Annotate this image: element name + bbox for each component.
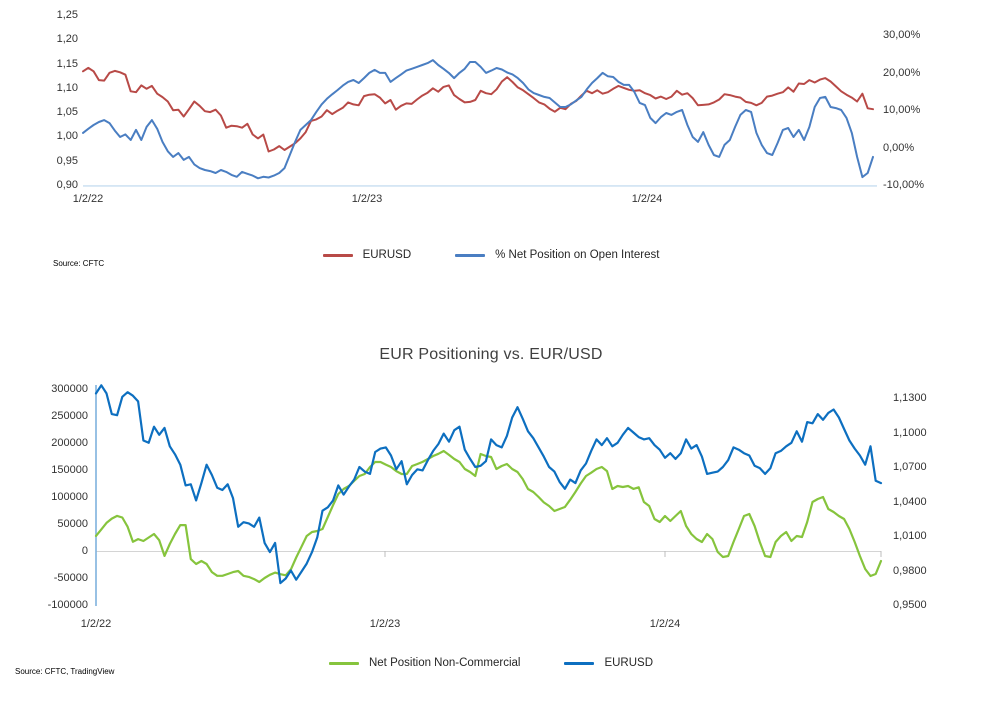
legend-dash-icon [564, 661, 595, 665]
legend-dash-icon [328, 661, 359, 665]
chart2-axis-line [384, 551, 386, 557]
chart2-axis-line [96, 551, 881, 552]
y-right-tick-label: 0,9500 [893, 599, 927, 611]
y-right-tick-label: 10,00% [883, 104, 921, 116]
chart2-axis-line [880, 551, 882, 557]
y-right-tick-label: 1,0100 [893, 530, 927, 542]
legend-dash-icon [455, 253, 486, 257]
y-left-tick-label: 1,10 [56, 81, 78, 94]
y-left-tick-label: 1,05 [56, 106, 78, 119]
legend-item-net-position-non-commercial: Net Position Non-Commercial [328, 657, 521, 669]
y-right-tick-label: 1,1000 [893, 426, 927, 439]
y-right-tick-label: 1,0700 [893, 461, 927, 473]
y-left-tick-label: 1,00 [56, 130, 78, 143]
legend-label: EURUSD [362, 249, 412, 261]
x-tick-label: 1/2/22 [72, 193, 104, 205]
y-right-tick-label: 1,0400 [893, 495, 927, 508]
series-line--net-position-on-open-interest [82, 59, 874, 180]
legend-item--net-position-on-open-interest: % Net Position on Open Interest [455, 249, 659, 261]
chart2-axis-line [664, 551, 666, 557]
x-tick-label: 1/2/22 [80, 618, 112, 630]
y-left-tick-label: 0,90 [56, 179, 78, 191]
legend-label: % Net Position on Open Interest [495, 249, 660, 261]
legend-label: Net Position Non-Commercial [368, 657, 521, 669]
chart2-title: EUR Positioning vs. EUR/USD [379, 346, 603, 363]
chart2-legend: Net Position Non-Commercial EURUSD [0, 657, 982, 669]
legend-label: EURUSD [604, 657, 654, 669]
y-left-tick-label: 1,20 [56, 33, 78, 46]
series-line-eurusd [94, 384, 883, 585]
y-right-tick-label: 1,1300 [893, 392, 927, 404]
y-right-tick-label: 0,00% [883, 141, 915, 154]
y-left-tick-label: 1,15 [56, 57, 78, 70]
y-left-tick-label: 100000 [51, 491, 88, 503]
x-tick-label: 1/2/23 [369, 618, 401, 630]
chart1-source: Source: CFTC [53, 259, 105, 268]
chart1-legend: EURUSD % Net Position on Open Interest [0, 249, 982, 261]
y-right-tick-label: -10,00% [883, 179, 924, 191]
y-left-tick-label: -100000 [47, 599, 88, 611]
x-tick-label: 1/2/23 [351, 193, 383, 205]
legend-item-eurusd: EURUSD [564, 657, 653, 669]
legend-item-eurusd: EURUSD [322, 249, 412, 261]
y-left-tick-label: 0 [81, 545, 88, 557]
x-tick-label: 1/2/24 [649, 618, 681, 630]
chart1-axis-line [83, 185, 877, 187]
series-line-eurusd [82, 66, 874, 153]
series-line-net-position-non-commercial [94, 449, 883, 584]
y-right-tick-label: 20,00% [883, 66, 921, 79]
y-left-tick-label: 150000 [51, 464, 88, 476]
y-left-tick-label: -50000 [53, 572, 88, 584]
chart2-source: Source: CFTC, TradingView [15, 667, 115, 676]
x-tick-label: 1/2/24 [631, 193, 663, 205]
y-left-tick-label: 0,95 [56, 154, 78, 167]
y-right-tick-label: 30,00% [883, 29, 921, 41]
legend-dash-icon [322, 253, 353, 257]
y-right-tick-label: 0,9800 [893, 564, 927, 577]
chart2-axis-line [95, 385, 97, 606]
y-left-tick-label: 50000 [57, 518, 88, 530]
y-left-tick-label: 250000 [51, 410, 88, 422]
y-left-tick-label: 300000 [51, 383, 88, 395]
y-left-tick-label: 200000 [51, 437, 88, 449]
y-left-tick-label: 1,25 [56, 9, 78, 21]
